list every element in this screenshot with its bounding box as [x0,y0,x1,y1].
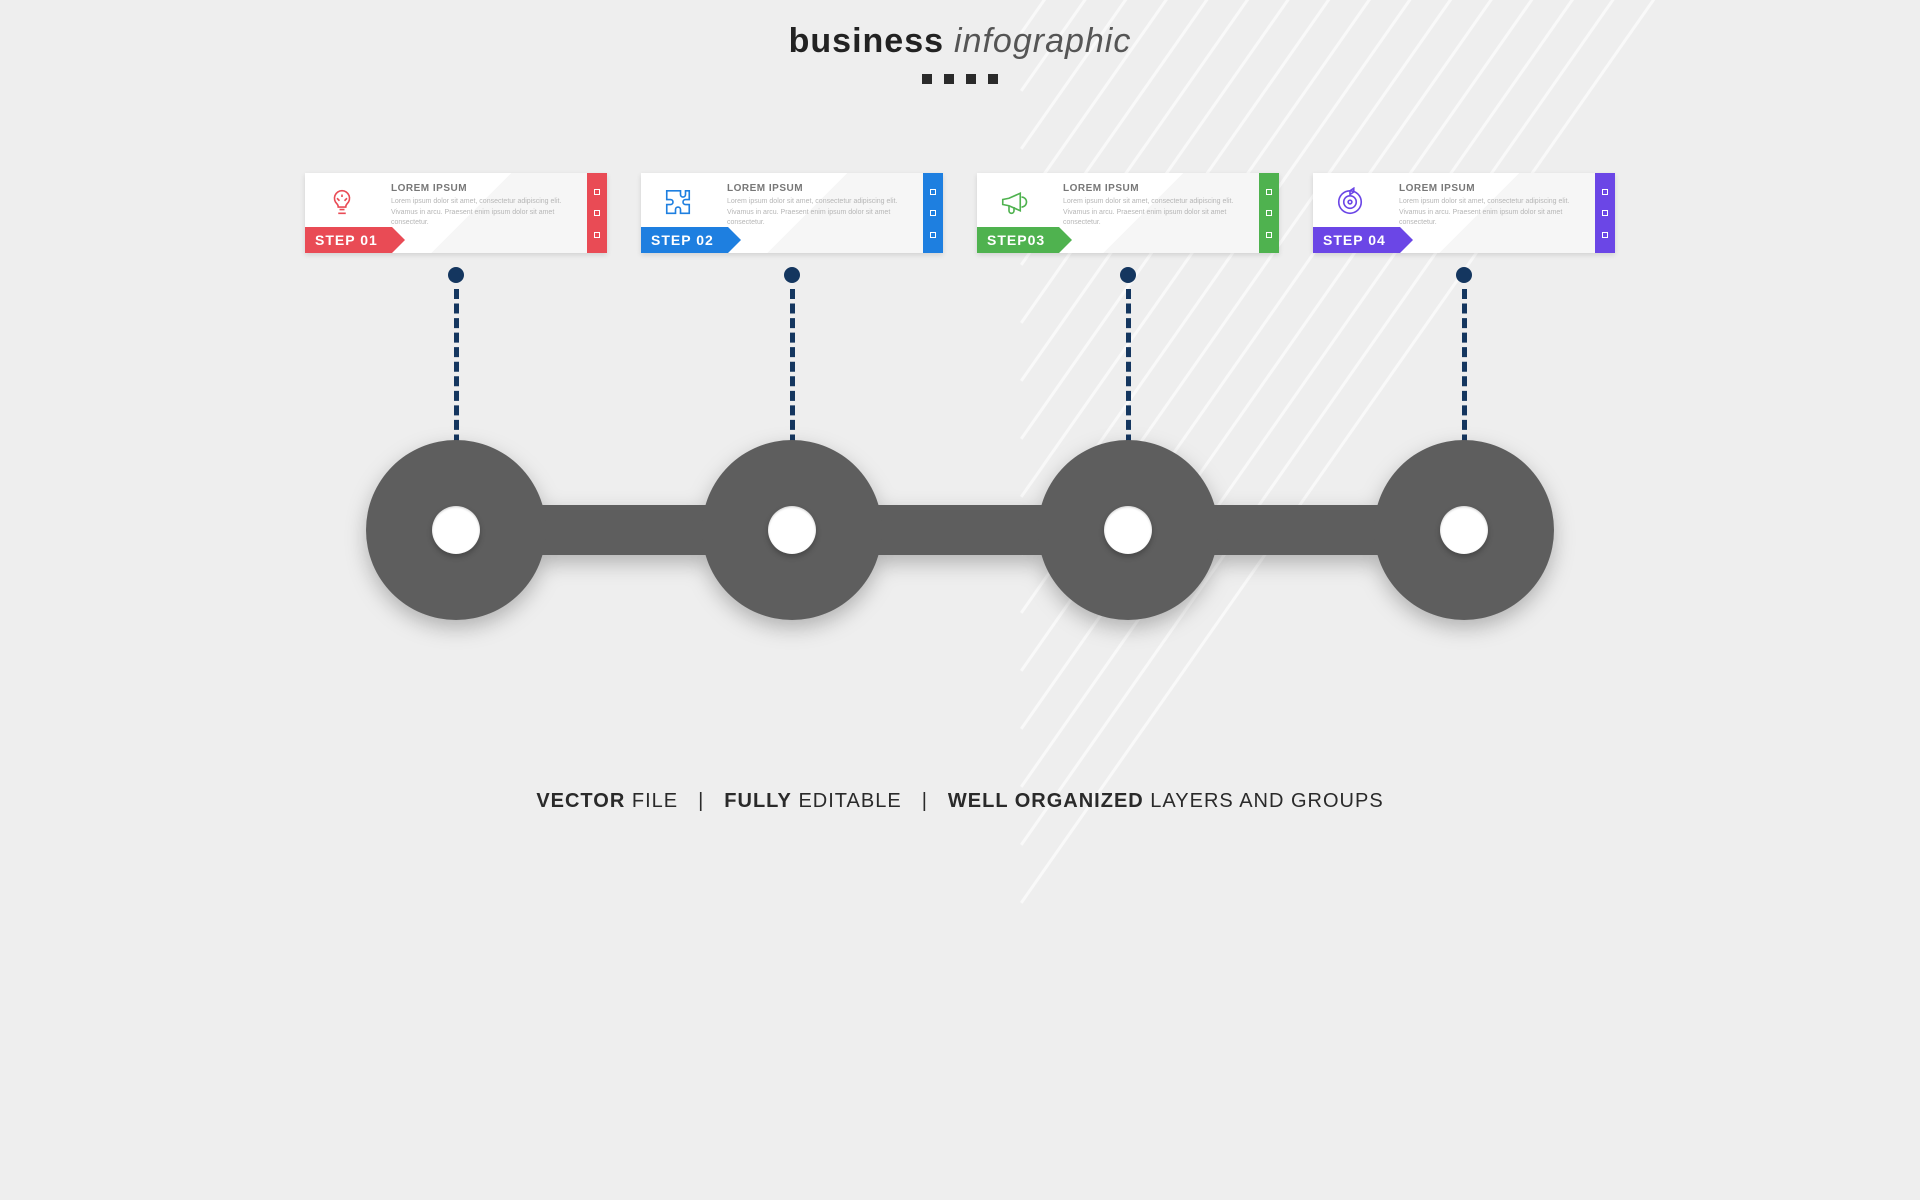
chain-node-dot-4 [1440,506,1488,554]
step-card-1: STEP 01 LOREM IPSUM Lorem ipsum dolor sit … [305,173,607,253]
connector-dot [448,267,464,283]
card-right-strip [1259,173,1279,253]
chain-node-dot-3 [1104,506,1152,554]
title-strong: business [789,22,944,60]
chain-shape [366,440,1554,620]
card-right-strip [1595,173,1615,253]
card-text: LOREM IPSUM Lorem ipsum dolor sit amet, c… [727,183,917,229]
card-heading: LOREM IPSUM [1399,183,1589,194]
step-card-3: STEP03 LOREM IPSUM Lorem ipsum dolor sit a… [977,173,1279,253]
card-heading: LOREM IPSUM [727,183,917,194]
connector-dot [1456,267,1472,283]
step-label: STEP 02 [651,232,714,248]
connector-dot [1120,267,1136,283]
footer-rest: LAYERS AND GROUPS [1144,790,1384,812]
connectors-row [0,253,1920,459]
step-ribbon: STEP 04 [1313,227,1400,253]
footer: VECTOR FILE | FULLY EDITABLE | WELL ORGANIZE… [0,790,1920,813]
step-label: STEP 04 [1323,232,1386,248]
footer-rest: FILE [625,790,678,812]
footer-rest: EDITABLE [792,790,902,812]
footer-bold: WELL ORGANIZED [948,790,1144,812]
footer-bold: FULLY [724,790,792,812]
card-right-strip [923,173,943,253]
card-text: LOREM IPSUM Lorem ipsum dolor sit amet, c… [1399,183,1589,229]
footer-part-3: WELL ORGANIZED LAYERS AND GROUPS [948,790,1384,812]
megaphone-icon [995,183,1033,221]
title-dots [0,71,1920,89]
footer-part-2: FULLY EDITABLE [724,790,901,812]
card-text: LOREM IPSUM Lorem ipsum dolor sit amet, c… [1063,183,1253,229]
footer-part-1: VECTOR FILE [536,790,678,812]
puzzle-icon [659,183,697,221]
connector-dash [1462,289,1467,459]
card-desc: Lorem ipsum dolor sit amet, consectetur … [1399,197,1589,229]
connector-4 [1313,253,1615,459]
card-desc: Lorem ipsum dolor sit amet, consectetur … [391,197,581,229]
footer-separator: | [698,790,704,812]
connector-dash [1126,289,1131,459]
connector-dash [454,289,459,459]
connector-2 [641,253,943,459]
lightbulb-icon [323,183,361,221]
target-icon [1331,183,1369,221]
step-ribbon: STEP 01 [305,227,392,253]
connector-dash [790,289,795,459]
card-right-strip [587,173,607,253]
step-ribbon: STEP03 [977,227,1059,253]
step-card-2: STEP 02 LOREM IPSUM Lorem ipsum dolor sit … [641,173,943,253]
card-text: LOREM IPSUM Lorem ipsum dolor sit amet, c… [391,183,581,229]
card-heading: LOREM IPSUM [391,183,581,194]
card-desc: Lorem ipsum dolor sit amet, consectetur … [1063,197,1253,229]
connector-1 [305,253,607,459]
chain-node-dot-1 [432,506,480,554]
cards-row: STEP 01 LOREM IPSUM Lorem ipsum dolor sit … [0,173,1920,253]
chain-node-dot-2 [768,506,816,554]
step-label: STEP03 [987,232,1045,248]
chain [366,440,1554,620]
title-light: infographic [954,22,1131,60]
step-ribbon: STEP 02 [641,227,728,253]
step-label: STEP 01 [315,232,378,248]
step-card-4: STEP 04 LOREM IPSUM Lorem ipsum dolor sit … [1313,173,1615,253]
connector-dot [784,267,800,283]
footer-separator: | [922,790,928,812]
card-desc: Lorem ipsum dolor sit amet, consectetur … [727,197,917,229]
page-title: business infographic [0,22,1920,61]
header: business infographic [0,22,1920,89]
card-heading: LOREM IPSUM [1063,183,1253,194]
connector-3 [977,253,1279,459]
footer-bold: VECTOR [536,790,625,812]
